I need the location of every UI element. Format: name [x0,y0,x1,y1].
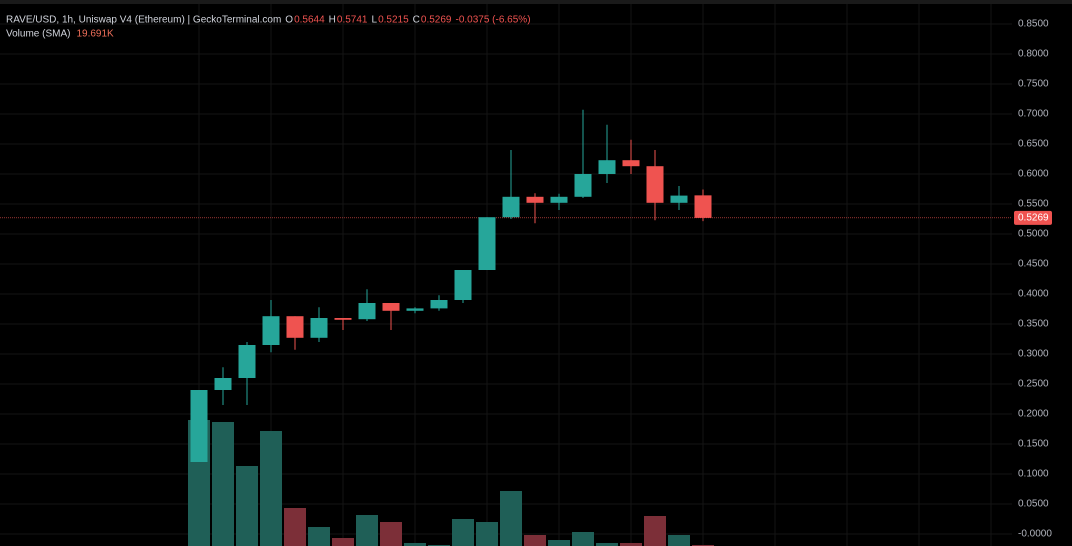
candle-body [214,378,232,390]
candle-body [382,303,400,311]
y-tick-label: 0.0500 [1018,499,1049,510]
candle-body [358,303,376,320]
last-price-label: 0.5269 [1018,213,1049,224]
ohlc-key: L [372,15,378,26]
ohlc-value: 0.5741 [337,15,368,26]
last-price-box [1014,210,1052,225]
volume-bar [212,422,234,546]
ohlc-key: C [413,15,420,26]
y-tick-label: 0.2500 [1018,379,1049,390]
vertical-grid [198,4,992,546]
y-tick-label: 0.5000 [1018,229,1049,240]
candle-body [526,196,544,203]
volume-bar [620,543,642,546]
ohlc-value: 0.5644 [294,15,325,26]
candle-body [646,166,664,203]
ohlc-value: 0.5215 [378,15,409,26]
volume-bar [644,516,666,546]
candle-body [238,345,256,378]
volume-bar [284,508,306,546]
candle-body [574,174,592,197]
ohlc-key: O [285,15,293,26]
volume-bar [236,466,258,546]
candle-body [502,196,520,218]
y-tick-label: 0.3000 [1018,349,1049,360]
candle-body [334,318,352,320]
volume-bar [332,538,354,546]
candle-body [190,390,208,462]
volume-bar [668,535,690,546]
y-tick-label: 0.6000 [1018,169,1049,180]
price-change: -0.0375 (-6.65%) [455,15,530,26]
volume-bar [404,543,426,546]
ohlc-value: 0.5269 [421,15,452,26]
y-tick-label: 0.4000 [1018,289,1049,300]
candle-body [598,160,616,174]
volume-bar [476,522,498,546]
y-tick-label: 0.8000 [1018,49,1049,60]
candle-body [262,316,280,345]
y-tick-label: 0.8500 [1018,19,1049,30]
volume-bar [308,527,330,546]
volume-bar [380,522,402,546]
volume-value: 19.691K [76,29,114,40]
y-tick-label: 0.3500 [1018,319,1049,330]
volume-bar [452,519,474,546]
y-tick-label: 0.1500 [1018,439,1049,450]
volume-bar [548,540,570,546]
ohlc-key: H [329,15,336,26]
plot: 0.8500 0.8000 0.7500 0.7000 0.6500 0.6000 0.55… [0,19,1052,546]
y-tick-label: 0.4500 [1018,259,1049,270]
candle-body [310,318,328,338]
candle-body [670,195,688,203]
volume-bar [260,431,282,546]
candle-body [430,300,448,309]
volume-bar [572,532,594,546]
volume-bar [524,535,546,546]
y-tick-label: -0.0000 [1018,529,1052,540]
volume-label: Volume (SMA) [6,29,70,40]
legend-header: RAVE/USD, 1h, Uniswap V4 (Ethereum) | Ge… [6,15,531,40]
volume-bar [596,543,618,546]
candle-body [286,316,304,338]
y-tick-label: 0.7000 [1018,109,1049,120]
candle-body [622,160,640,167]
candle-body [550,196,568,203]
top-border [0,0,1072,4]
y-tick-label: 0.1000 [1018,469,1049,480]
candle-body [478,217,496,270]
y-tick-label: 0.6500 [1018,139,1049,150]
volume-bar [500,491,522,546]
candle-body [454,270,472,300]
y-tick-label: 0.2000 [1018,409,1049,420]
y-tick-label: 0.7500 [1018,79,1049,90]
pair-title: RAVE/USD, 1h, Uniswap V4 (Ethereum) | Ge… [6,15,281,26]
y-tick-label: 0.5500 [1018,199,1049,210]
candle-body [694,195,712,218]
volume-bar [356,515,378,546]
candle-body [406,308,424,311]
